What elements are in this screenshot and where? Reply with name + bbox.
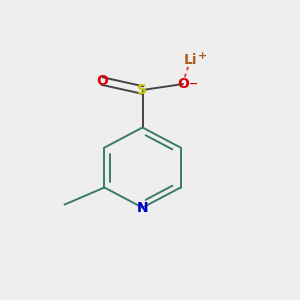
Text: S: S bbox=[137, 83, 148, 97]
Text: O: O bbox=[177, 77, 189, 91]
Text: O: O bbox=[96, 74, 108, 88]
Text: N: N bbox=[137, 201, 148, 214]
Text: +: + bbox=[198, 51, 207, 62]
Text: −: − bbox=[189, 79, 198, 89]
Text: Li: Li bbox=[184, 53, 197, 67]
